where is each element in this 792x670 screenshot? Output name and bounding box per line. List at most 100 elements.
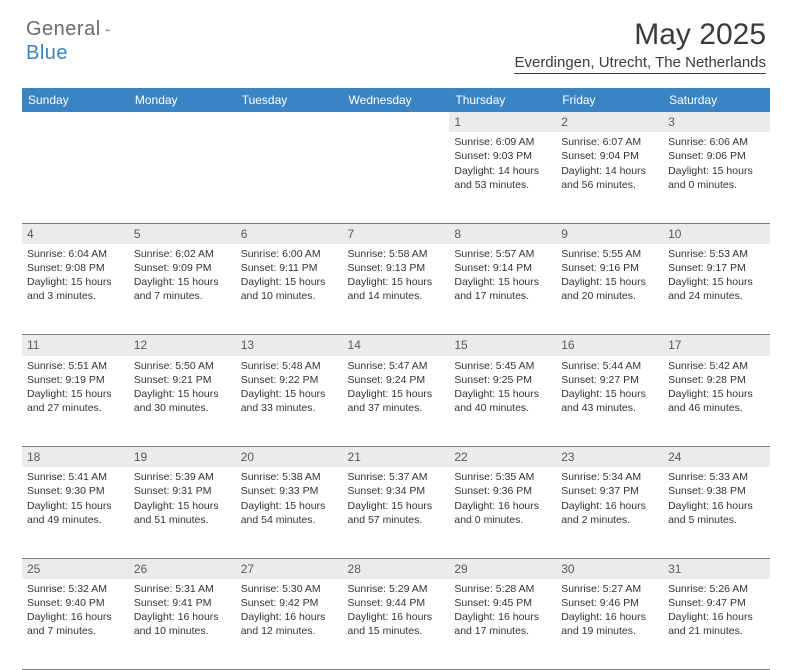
sunrise-text: Sunrise: 5:53 AM [668, 247, 765, 261]
day-detail-row: Sunrise: 5:41 AMSunset: 9:30 PMDaylight:… [22, 467, 770, 558]
day-number-cell: 1 [449, 112, 556, 132]
daylight-text: Daylight: 15 hours and 20 minutes. [561, 275, 658, 303]
day-detail-cell: Sunrise: 5:55 AMSunset: 9:16 PMDaylight:… [556, 244, 663, 335]
day-number-cell: 20 [236, 447, 343, 468]
sunset-text: Sunset: 9:16 PM [561, 261, 658, 275]
day-number-row: 18192021222324 [22, 447, 770, 468]
daylight-text: Daylight: 15 hours and 27 minutes. [27, 387, 124, 415]
day-number-cell [236, 112, 343, 132]
sunset-text: Sunset: 9:33 PM [241, 484, 338, 498]
daylight-text: Daylight: 15 hours and 54 minutes. [241, 499, 338, 527]
sunrise-text: Sunrise: 5:45 AM [454, 359, 551, 373]
day-detail-cell: Sunrise: 5:53 AMSunset: 9:17 PMDaylight:… [663, 244, 770, 335]
sunrise-text: Sunrise: 5:34 AM [561, 470, 658, 484]
sunset-text: Sunset: 9:44 PM [348, 596, 445, 610]
day-number-cell: 8 [449, 223, 556, 244]
day-detail-cell: Sunrise: 5:28 AMSunset: 9:45 PMDaylight:… [449, 579, 556, 670]
day-detail-cell: Sunrise: 6:06 AMSunset: 9:06 PMDaylight:… [663, 132, 770, 223]
day-number-cell: 28 [343, 558, 450, 579]
sunrise-text: Sunrise: 5:39 AM [134, 470, 231, 484]
logo-sail-icon [105, 21, 110, 39]
sunset-text: Sunset: 9:21 PM [134, 373, 231, 387]
sunrise-text: Sunrise: 5:51 AM [27, 359, 124, 373]
day-number-cell: 11 [22, 335, 129, 356]
calendar-table: Sunday Monday Tuesday Wednesday Thursday… [22, 88, 770, 670]
day-detail-cell: Sunrise: 6:07 AMSunset: 9:04 PMDaylight:… [556, 132, 663, 223]
day-number-cell: 4 [22, 223, 129, 244]
daylight-text: Daylight: 16 hours and 17 minutes. [454, 610, 551, 638]
sunset-text: Sunset: 9:19 PM [27, 373, 124, 387]
sunset-text: Sunset: 9:38 PM [668, 484, 765, 498]
day-detail-cell: Sunrise: 5:34 AMSunset: 9:37 PMDaylight:… [556, 467, 663, 558]
sunrise-text: Sunrise: 6:06 AM [668, 135, 765, 149]
day-number-cell [343, 112, 450, 132]
weekday-header: Sunday [22, 88, 129, 112]
day-number-cell: 21 [343, 447, 450, 468]
weekday-header: Monday [129, 88, 236, 112]
sunrise-text: Sunrise: 6:07 AM [561, 135, 658, 149]
sunset-text: Sunset: 9:31 PM [134, 484, 231, 498]
sunrise-text: Sunrise: 6:00 AM [241, 247, 338, 261]
sunrise-text: Sunrise: 5:41 AM [27, 470, 124, 484]
sunset-text: Sunset: 9:41 PM [134, 596, 231, 610]
day-detail-row: Sunrise: 5:32 AMSunset: 9:40 PMDaylight:… [22, 579, 770, 670]
day-number-cell [129, 112, 236, 132]
day-detail-cell: Sunrise: 5:27 AMSunset: 9:46 PMDaylight:… [556, 579, 663, 670]
day-detail-cell: Sunrise: 5:47 AMSunset: 9:24 PMDaylight:… [343, 356, 450, 447]
weekday-header-row: Sunday Monday Tuesday Wednesday Thursday… [22, 88, 770, 112]
sunset-text: Sunset: 9:09 PM [134, 261, 231, 275]
location-text: Everdingen, Utrecht, The Netherlands [514, 54, 766, 74]
daylight-text: Daylight: 16 hours and 19 minutes. [561, 610, 658, 638]
day-number-cell: 23 [556, 447, 663, 468]
day-detail-cell: Sunrise: 5:30 AMSunset: 9:42 PMDaylight:… [236, 579, 343, 670]
daylight-text: Daylight: 15 hours and 57 minutes. [348, 499, 445, 527]
day-number-cell: 25 [22, 558, 129, 579]
daylight-text: Daylight: 15 hours and 30 minutes. [134, 387, 231, 415]
daylight-text: Daylight: 15 hours and 7 minutes. [134, 275, 231, 303]
day-number-cell: 16 [556, 335, 663, 356]
daylight-text: Daylight: 16 hours and 15 minutes. [348, 610, 445, 638]
day-detail-cell: Sunrise: 5:58 AMSunset: 9:13 PMDaylight:… [343, 244, 450, 335]
daylight-text: Daylight: 15 hours and 43 minutes. [561, 387, 658, 415]
logo-text-blue: Blue [26, 42, 68, 64]
logo-text-general: General [26, 18, 101, 41]
sunrise-text: Sunrise: 6:02 AM [134, 247, 231, 261]
sunrise-text: Sunrise: 5:47 AM [348, 359, 445, 373]
weekday-header: Thursday [449, 88, 556, 112]
day-detail-cell: Sunrise: 5:48 AMSunset: 9:22 PMDaylight:… [236, 356, 343, 447]
day-detail-cell: Sunrise: 5:45 AMSunset: 9:25 PMDaylight:… [449, 356, 556, 447]
daylight-text: Daylight: 15 hours and 10 minutes. [241, 275, 338, 303]
day-number-cell: 31 [663, 558, 770, 579]
daylight-text: Daylight: 15 hours and 40 minutes. [454, 387, 551, 415]
daylight-text: Daylight: 16 hours and 10 minutes. [134, 610, 231, 638]
day-detail-cell: Sunrise: 5:38 AMSunset: 9:33 PMDaylight:… [236, 467, 343, 558]
day-number-cell: 18 [22, 447, 129, 468]
daylight-text: Daylight: 16 hours and 21 minutes. [668, 610, 765, 638]
sunset-text: Sunset: 9:03 PM [454, 149, 551, 163]
sunrise-text: Sunrise: 5:50 AM [134, 359, 231, 373]
sunset-text: Sunset: 9:22 PM [241, 373, 338, 387]
daylight-text: Daylight: 15 hours and 49 minutes. [27, 499, 124, 527]
sunrise-text: Sunrise: 5:27 AM [561, 582, 658, 596]
daylight-text: Daylight: 16 hours and 0 minutes. [454, 499, 551, 527]
daylight-text: Daylight: 16 hours and 5 minutes. [668, 499, 765, 527]
sunrise-text: Sunrise: 5:29 AM [348, 582, 445, 596]
sunrise-text: Sunrise: 5:28 AM [454, 582, 551, 596]
daylight-text: Daylight: 14 hours and 56 minutes. [561, 164, 658, 192]
day-number-cell: 24 [663, 447, 770, 468]
day-number-cell: 2 [556, 112, 663, 132]
sunset-text: Sunset: 9:40 PM [27, 596, 124, 610]
day-number-row: 11121314151617 [22, 335, 770, 356]
day-detail-cell: Sunrise: 6:02 AMSunset: 9:09 PMDaylight:… [129, 244, 236, 335]
sunset-text: Sunset: 9:28 PM [668, 373, 765, 387]
day-number-cell: 29 [449, 558, 556, 579]
day-detail-cell: Sunrise: 5:26 AMSunset: 9:47 PMDaylight:… [663, 579, 770, 670]
day-detail-cell: Sunrise: 5:44 AMSunset: 9:27 PMDaylight:… [556, 356, 663, 447]
day-number-cell [22, 112, 129, 132]
sunrise-text: Sunrise: 5:48 AM [241, 359, 338, 373]
daylight-text: Daylight: 15 hours and 33 minutes. [241, 387, 338, 415]
weekday-header: Wednesday [343, 88, 450, 112]
sunset-text: Sunset: 9:27 PM [561, 373, 658, 387]
sunrise-text: Sunrise: 5:26 AM [668, 582, 765, 596]
day-number-cell: 27 [236, 558, 343, 579]
